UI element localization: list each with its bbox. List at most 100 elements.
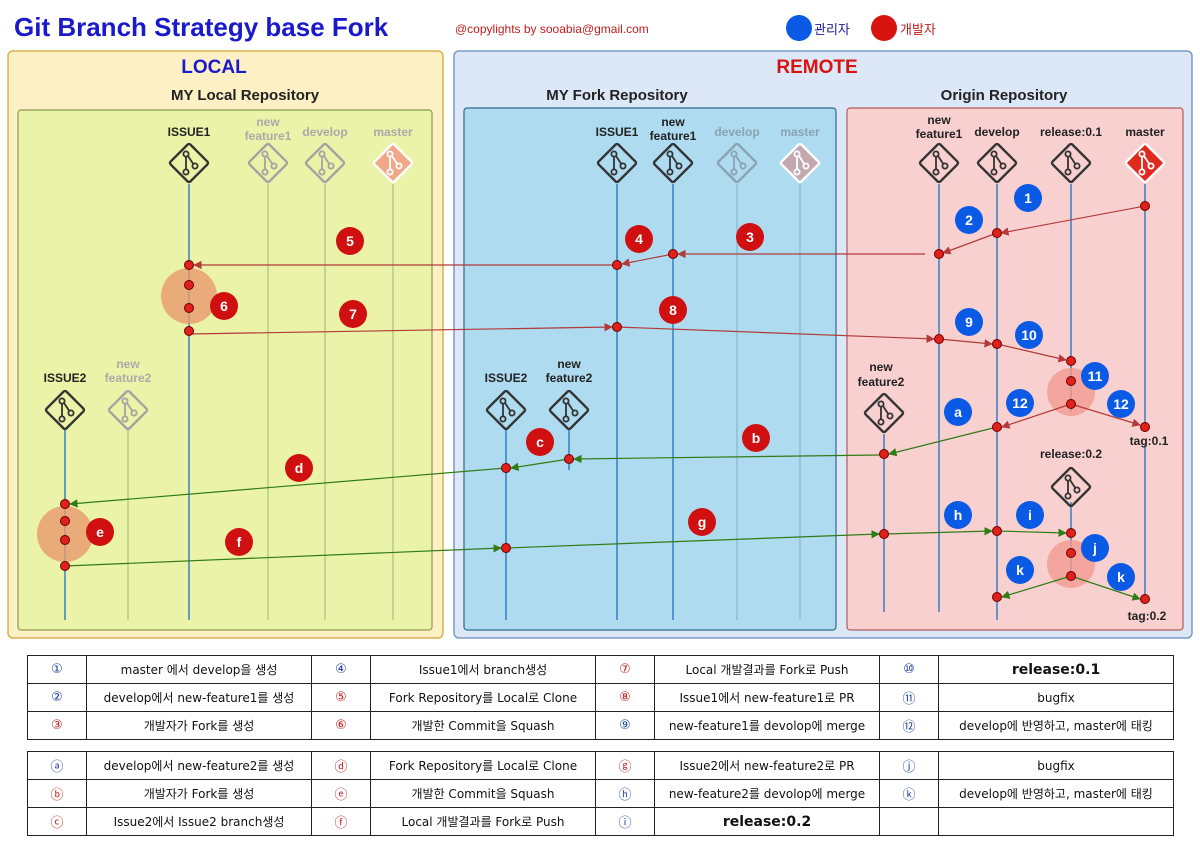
origin-repo-box (846, 107, 1184, 631)
squash-highlight (37, 506, 93, 562)
table-row: ⓒ Issue2에서 Issue2 branch생성 ⓕ Local 개발결과를 F… (27, 807, 1174, 836)
svg-text:h: h (954, 507, 963, 523)
admin-legend-dot (786, 15, 812, 41)
svg-text:b: b (752, 430, 761, 446)
branch-label-develop: develop (714, 125, 759, 139)
commit-dots (60, 201, 1150, 604)
svg-text:g: g (698, 514, 707, 530)
admin-step-marker: k (1107, 563, 1135, 591)
admin-step-marker: 12 (1107, 390, 1135, 418)
svg-text:9: 9 (965, 314, 973, 330)
branch-label-issue2: ISSUE2 (44, 371, 87, 385)
branch-label-release02: release:0.2 (1040, 447, 1102, 461)
branch-label-issue1: ISSUE1 (596, 125, 639, 139)
faded-branch-lines (127, 184, 394, 620)
svg-text:d: d (295, 460, 304, 476)
branch-label-master: master (780, 125, 820, 139)
svg-text:12: 12 (1113, 396, 1129, 412)
dev-step-marker: 6 (210, 292, 238, 320)
dev-step-marker: g (688, 508, 716, 536)
branch-label-feature1: feature1 (916, 127, 963, 141)
tag-label-0-1: tag:0.1 (1130, 434, 1169, 448)
svg-text:8: 8 (669, 302, 677, 318)
admin-step-marker: 11 (1081, 362, 1109, 390)
svg-text:e: e (96, 524, 104, 540)
branch-label-feature2: feature2 (858, 375, 905, 389)
svg-text:7: 7 (349, 306, 357, 322)
admin-step-marker: i (1016, 501, 1044, 529)
branch-label-issue2: ISSUE2 (485, 371, 528, 385)
dev-step-marker: f (225, 528, 253, 556)
branch-label-feature1: feature1 (245, 129, 292, 143)
branch-labels: ISSUE1 new feature1 develop master ISSUE… (44, 113, 1169, 623)
table-row: ⓑ 개발자가 Fork를 생성 ⓔ 개발한 Commit을 Squash ⓗ new-… (27, 779, 1174, 808)
svg-text:k: k (1117, 569, 1125, 585)
branch-label-release01: release:0.1 (1040, 125, 1102, 139)
dev-step-marker: b (742, 424, 770, 452)
branch-label-master: master (373, 125, 413, 139)
origin-repo-title: Origin Repository (941, 87, 1068, 104)
my-local-repo-title: MY Local Repository (171, 87, 320, 104)
step-markers: 1 2 3 4 5 6 7 8 9 10 11 12 12 a b c d e … (86, 184, 1135, 591)
branch-label-develop: develop (974, 125, 1019, 139)
dev-step-marker: 4 (625, 225, 653, 253)
dev-step-marker: 7 (339, 300, 367, 328)
active-branch-lines (64, 184, 1146, 620)
tag-label-0-2: tag:0.2 (1128, 609, 1167, 623)
svg-text:11: 11 (1088, 368, 1103, 384)
svg-text:4: 4 (635, 231, 643, 247)
svg-text:12: 12 (1012, 395, 1028, 411)
branch-label-feature2: feature2 (546, 371, 593, 385)
branch-label-feature2: feature2 (105, 371, 152, 385)
branch-label-new: new (116, 357, 140, 371)
admin-step-marker: 9 (955, 308, 983, 336)
dev-legend-dot (871, 15, 897, 41)
admin-step-marker: h (944, 501, 972, 529)
git-fork-diagram: Git Branch Strategy base Fork @copylight… (7, 12, 1193, 639)
svg-text:5: 5 (346, 233, 354, 249)
admin-step-marker: k (1006, 556, 1034, 584)
svg-text:a: a (954, 404, 962, 420)
feature2-flow-arrows (64, 426, 1141, 601)
branch-label-new: new (869, 360, 893, 374)
table-row: ⓐ develop에서 new-feature2를 생성 ⓓ Fork Reposi… (27, 751, 1174, 780)
admin-step-marker: j (1081, 534, 1109, 562)
squash-highlight (161, 268, 217, 324)
branch-label-new: new (256, 115, 280, 129)
svg-text:c: c (536, 434, 544, 450)
step-legend-table-1: ① master 에서 develop을 생성 ④ Issue1에서 branch생… (27, 655, 1174, 740)
git-branch-icon (44, 142, 1166, 508)
table-row: ③ 개발자가 Fork를 생성 ⑥ 개발한 Commit을 Squash ⑨ new-… (27, 711, 1174, 740)
dev-step-marker: d (285, 454, 313, 482)
svg-text:i: i (1028, 507, 1032, 523)
dev-step-marker: c (526, 428, 554, 456)
page-title: Git Branch Strategy base Fork (14, 12, 389, 42)
dev-step-marker: 8 (659, 296, 687, 324)
branch-label-new: new (927, 113, 951, 127)
svg-text:k: k (1016, 562, 1024, 578)
my-fork-repo-title: MY Fork Repository (546, 87, 688, 104)
admin-step-marker: 12 (1006, 389, 1034, 417)
feature1-flow-arrows (188, 205, 1146, 429)
table-row: ① master 에서 develop을 생성 ④ Issue1에서 branch생… (27, 655, 1174, 684)
admin-step-marker: a (944, 398, 972, 426)
branch-label-new: new (661, 115, 685, 129)
svg-text:2: 2 (965, 212, 973, 228)
copyright-text: @copylights by sooabia@gmail.com (455, 22, 649, 36)
admin-step-marker: 1 (1014, 184, 1042, 212)
my-fork-repo-box (463, 107, 837, 631)
step-legend-table-2: ⓐ develop에서 new-feature2를 생성 ⓓ Fork Reposi… (27, 751, 1174, 836)
branch-label-develop: develop (302, 125, 347, 139)
admin-legend-label: 관리자 (814, 22, 850, 37)
table-row: ② develop에서 new-feature1를 생성 ⑤ Fork Reposi… (27, 683, 1174, 712)
admin-step-marker: 2 (955, 206, 983, 234)
branch-label-new: new (557, 357, 581, 371)
svg-text:f: f (237, 534, 242, 550)
svg-text:10: 10 (1021, 327, 1037, 343)
branch-label-feature1: feature1 (650, 129, 697, 143)
svg-text:1: 1 (1024, 190, 1032, 206)
dev-step-marker: 3 (736, 223, 764, 251)
local-heading: LOCAL (181, 57, 247, 78)
branch-label-issue1: ISSUE1 (168, 125, 211, 139)
dev-step-marker: 5 (336, 227, 364, 255)
